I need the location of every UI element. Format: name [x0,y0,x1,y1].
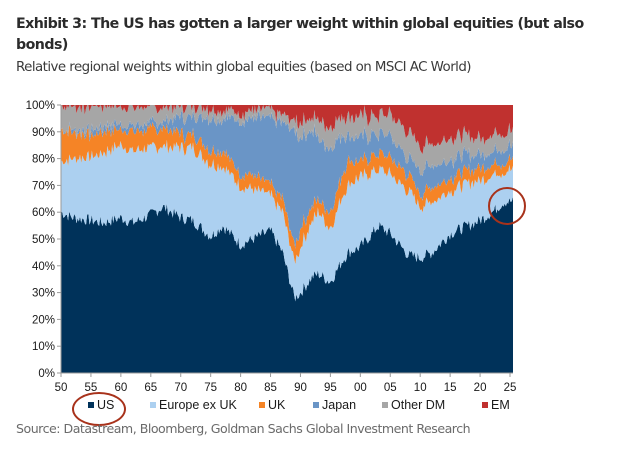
x-tick-label: 70 [174,382,187,394]
x-tick-label: 10 [414,382,427,394]
x-tick-label: 50 [55,382,68,394]
y-tick-label: 100% [26,100,55,112]
x-tick-label: 85 [264,382,277,394]
area-uk [61,121,513,265]
x-tick-label: 05 [384,382,397,394]
x-tick-label: 00 [354,382,367,394]
x-tick-label: 90 [294,382,307,394]
y-tick-label: 10% [32,341,55,353]
y-tick-label: 80% [32,154,55,166]
legend-item-other-dm: Other DM [382,398,445,412]
legend-label: Japan [322,398,357,412]
x-tick-label: 65 [144,382,157,394]
x-tick-label: 80 [234,382,247,394]
legend-item-europe-ex-uk: Europe ex UK [150,398,237,412]
x-axis: 50 55 60 65 70 75 80 85 90 95 00 05 10 15 20 25 [55,372,517,394]
x-tick-label: 25 [504,382,517,394]
area-em [61,105,513,155]
legend-swatch [150,402,156,408]
legend-swatch [382,402,388,408]
x-tick-label: 15 [444,382,457,394]
y-axis: 0% 10% 20% 30% 40% 50% 60% 70% 80% 90% 100% [26,100,62,380]
area-layers [61,105,513,373]
y-tick-label: 40% [32,261,55,273]
legend-item-japan: Japan [313,398,356,412]
chart-title: Exhibit 3: The US has gotten a larger we… [16,16,584,53]
source-note: Source: Datastream, Bloomberg, Goldman S… [16,421,471,436]
area-japan [61,110,513,249]
annotation-circle-end-us [488,187,526,225]
x-tick-label: 55 [85,382,98,394]
legend-label: Other DM [391,398,446,412]
area-europe-ex-uk [61,139,513,302]
y-tick-label: 30% [32,288,55,300]
y-tick-label: 50% [32,234,55,246]
annotation-circle-legend-us [72,392,126,426]
legend-label: Europe ex UK [159,398,237,412]
area-us [61,196,513,373]
y-tick-label: 60% [32,207,55,219]
stacked-area-chart: 0% 10% 20% 30% 40% 50% 60% 70% 80% 90% 100% 50 55 60… [26,100,517,394]
area-other-dm [61,105,513,176]
legend-item-em: EM [482,398,510,412]
x-tick-label: 20 [474,382,487,394]
legend-label: UK [268,398,286,412]
legend-item-uk: UK [259,398,285,412]
x-tick-label: 60 [114,382,127,394]
legend-swatch [313,402,319,408]
y-tick-label: 70% [32,180,55,192]
x-tick-label: 75 [204,382,217,394]
x-tick-label: 95 [324,382,337,394]
legend-swatch [482,402,488,408]
legend-swatch [259,402,265,408]
y-tick-label: 90% [32,127,55,139]
legend-label: EM [491,398,510,412]
y-tick-label: 20% [32,314,55,326]
chart-subtitle: Relative regional weights within global … [16,60,472,75]
y-tick-label: 0% [38,368,55,380]
